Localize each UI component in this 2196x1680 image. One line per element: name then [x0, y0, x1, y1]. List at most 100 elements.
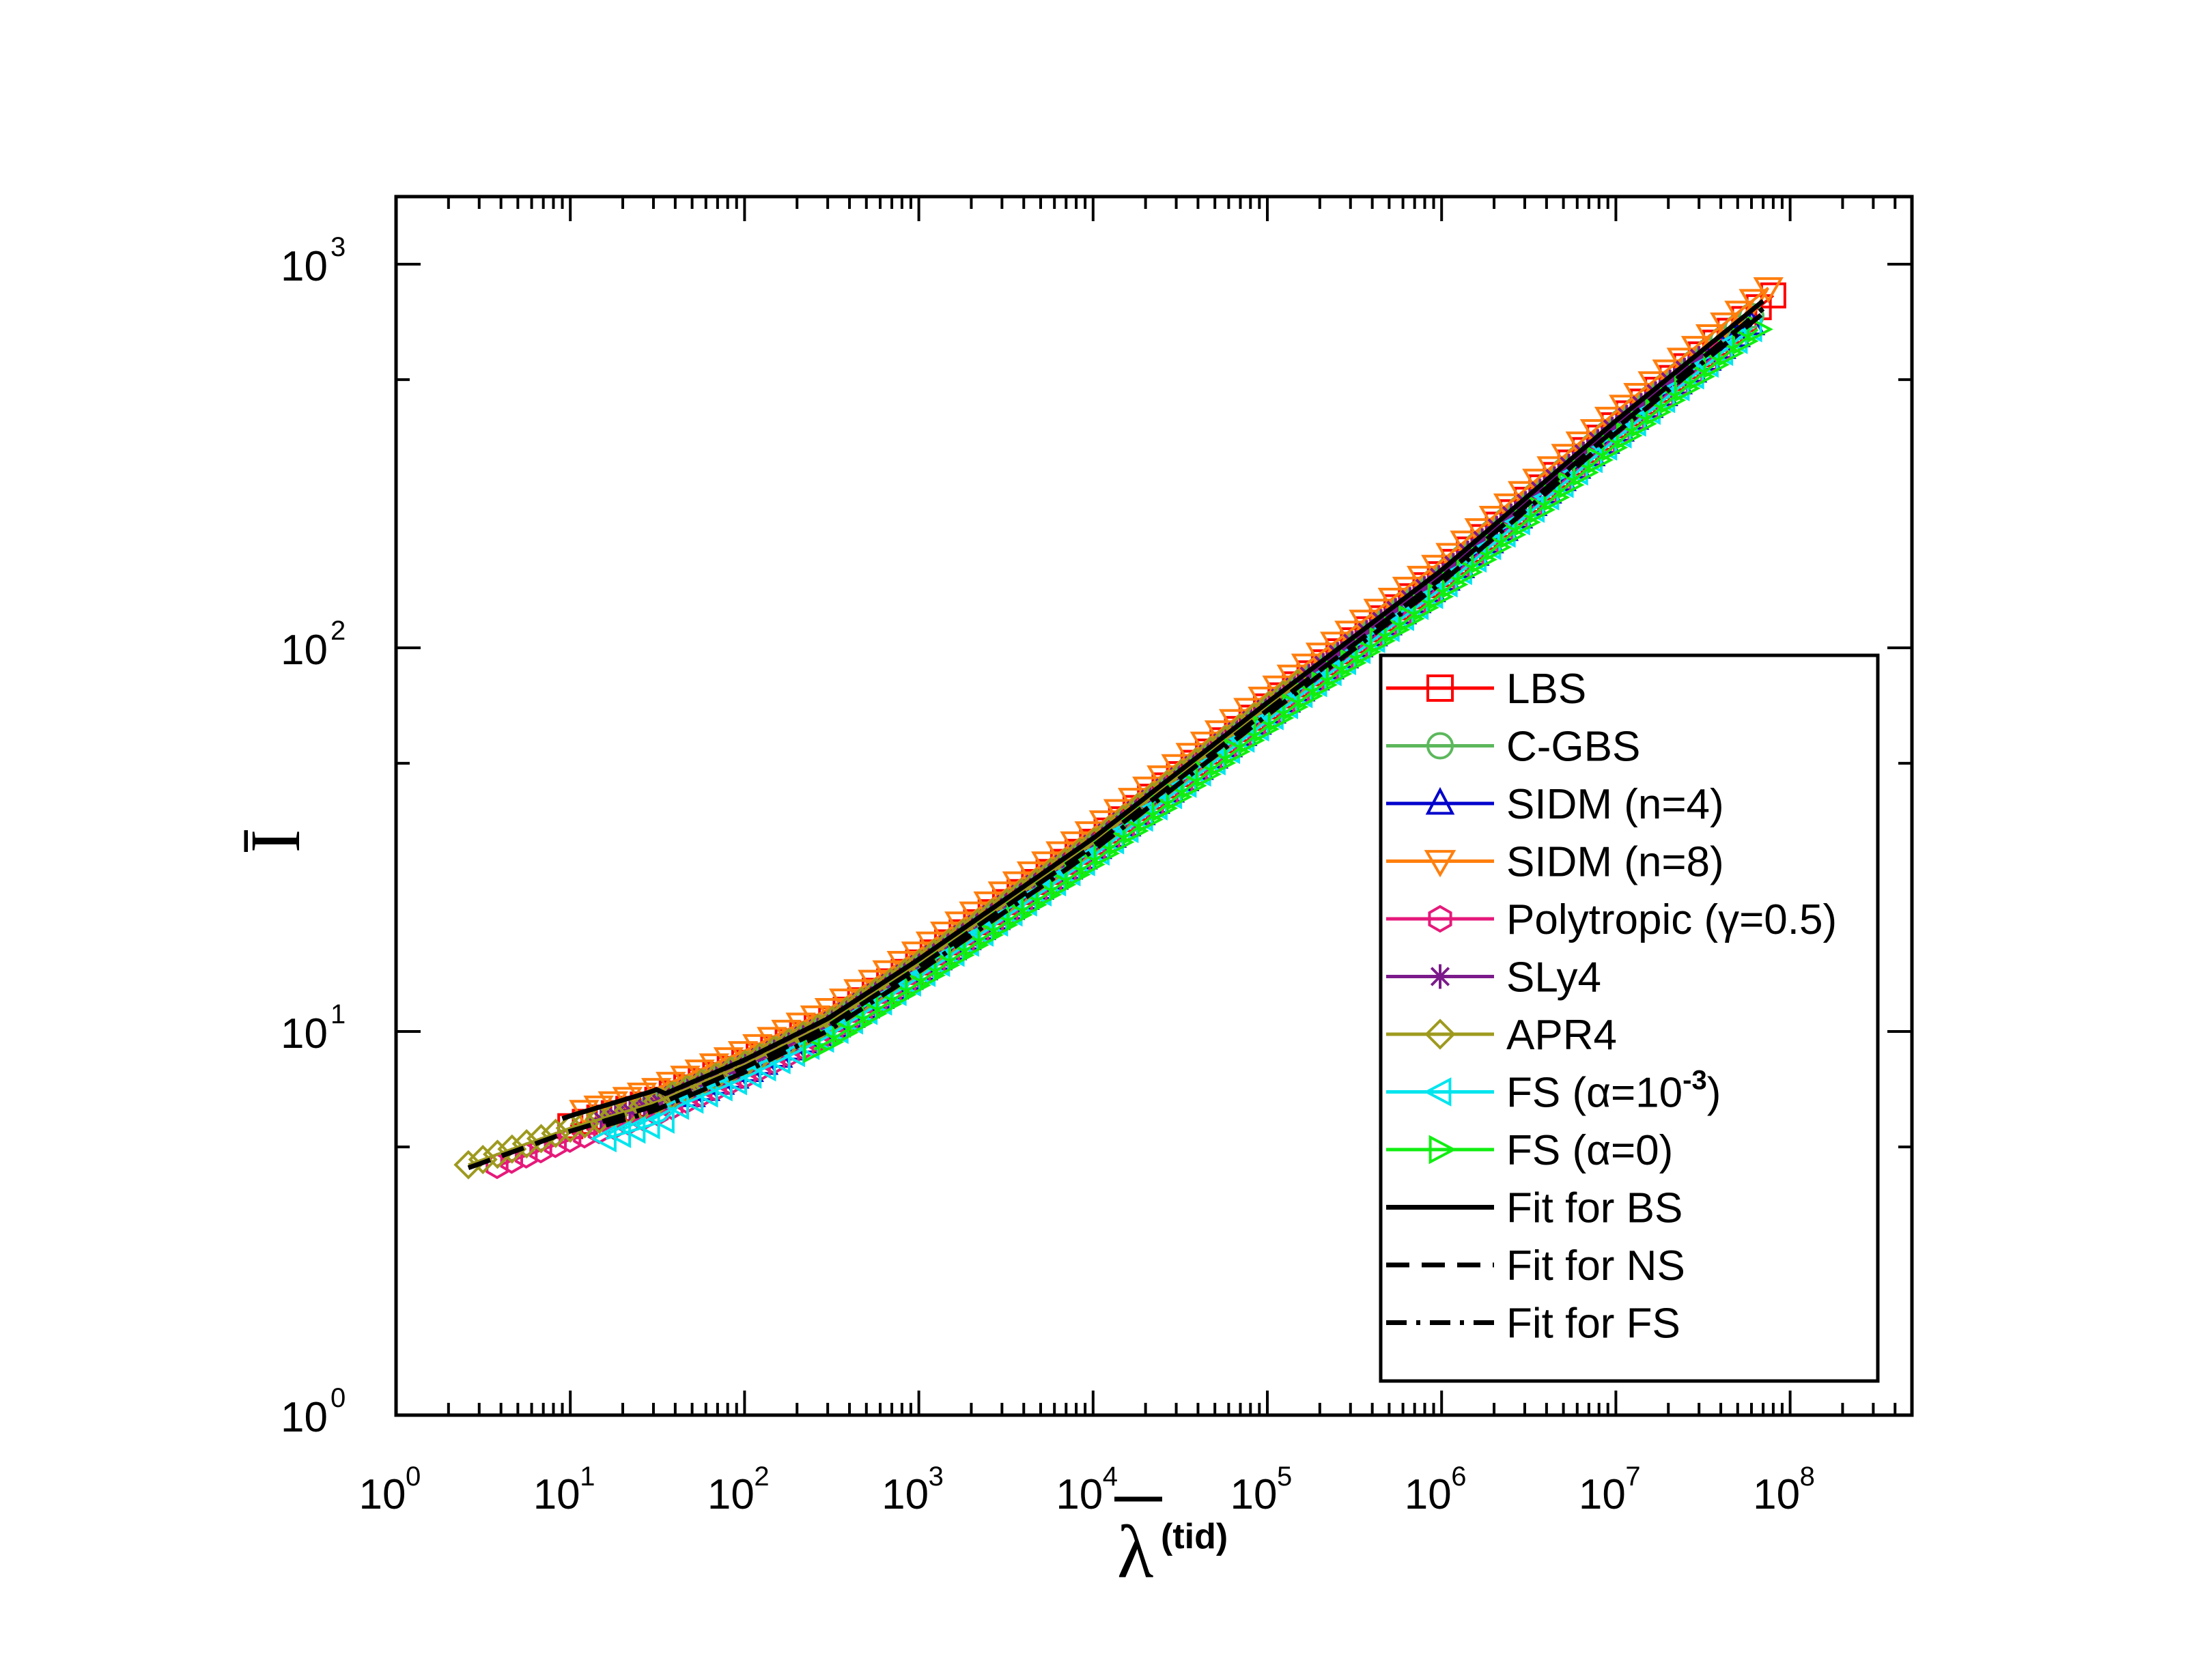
y-tick-label-base: 10 [281, 243, 328, 290]
data-point [817, 1028, 845, 1056]
data-point [905, 971, 931, 999]
legend-item: FS (α=10-3) [1386, 1066, 1721, 1117]
data-point [1195, 760, 1222, 788]
data-point [933, 951, 961, 980]
data-point [1123, 816, 1149, 845]
x-tick-label-base: 10 [1230, 1471, 1278, 1518]
data-point [1753, 277, 1784, 304]
data-point [555, 1113, 585, 1143]
x-tick-label-base: 10 [359, 1471, 406, 1518]
legend-label: LBS [1506, 666, 1586, 713]
x-tick-label-exp: 7 [1625, 1462, 1640, 1492]
data-point [453, 1150, 483, 1180]
data-point [1325, 659, 1353, 688]
data-point [1674, 374, 1701, 403]
data-point [1151, 794, 1179, 823]
data-point [713, 1047, 744, 1074]
star-stroke [1430, 967, 1450, 986]
legend-item: Fit for FS [1386, 1300, 1680, 1348]
data-point [634, 1111, 660, 1140]
legend-label-text: APR4 [1506, 1012, 1617, 1059]
y-tick-label-base: 10 [281, 1010, 328, 1057]
data-point [1050, 870, 1077, 899]
data-point [558, 1126, 582, 1153]
data-point [847, 1009, 873, 1038]
x-tick-label-base: 10 [1056, 1471, 1103, 1518]
legend-label-text: FS (α=10 [1506, 1070, 1683, 1117]
data-point [1543, 483, 1571, 511]
data-point [948, 941, 975, 969]
x-tick-label: 10 4 [1056, 1462, 1118, 1518]
data-point [526, 1124, 557, 1154]
data-point [497, 1134, 527, 1164]
data-point [861, 999, 888, 1028]
data-point [1282, 693, 1309, 721]
x-tick-label-base: 10 [533, 1471, 580, 1518]
x-tick-label-base: 10 [707, 1471, 755, 1518]
data-point [890, 980, 917, 1009]
data-point [1645, 398, 1672, 426]
data-point [1398, 604, 1425, 633]
y-tick-label-exp: 1 [330, 999, 346, 1029]
x-tick-label: 10 5 [1230, 1462, 1293, 1518]
data-point [1267, 704, 1295, 732]
data-point [1209, 749, 1237, 778]
legend-label: FS (α=0) [1506, 1127, 1673, 1174]
data-point [585, 1105, 615, 1135]
data-point [749, 1053, 776, 1082]
legend-item: SIDM (n=4) [1386, 781, 1724, 828]
data-point [1369, 627, 1396, 655]
data-point [1065, 860, 1091, 889]
x-axis-label-text: λ [1117, 1510, 1153, 1593]
data-point [1239, 726, 1265, 754]
data-point [1137, 806, 1164, 834]
legend-swatch-marker [1425, 786, 1455, 815]
legend-swatch-marker [1424, 1019, 1456, 1050]
legend-label-text: Fit for BS [1506, 1185, 1683, 1232]
legend-label-suffix: ) [1707, 1070, 1721, 1117]
legend-item: C-GBS [1386, 724, 1640, 771]
data-point [1166, 783, 1193, 811]
legend-label-text: Polytropic (γ=0.5) [1506, 896, 1837, 943]
data-point [735, 1061, 762, 1089]
data-point [706, 1073, 733, 1102]
legend-label: Fit for FS [1506, 1300, 1680, 1348]
y-tick-label-exp: 2 [330, 616, 346, 646]
data-point [963, 931, 989, 959]
data-point [1485, 533, 1512, 561]
x-tick-label-exp: 8 [1800, 1462, 1815, 1492]
legend-label: C-GBS [1506, 724, 1640, 771]
data-point [1383, 616, 1411, 644]
legend-label-text: Fit for NS [1506, 1242, 1685, 1290]
legend-swatch-marker [1426, 674, 1454, 702]
data-point [1573, 458, 1599, 487]
x-tick-label-base: 10 [1753, 1471, 1800, 1518]
data-point [1441, 570, 1469, 599]
x-tick-label-base: 10 [1405, 1471, 1452, 1518]
data-point [1079, 851, 1106, 879]
data-point [511, 1129, 541, 1159]
data-point [1311, 670, 1338, 699]
legend-items: LBS C-GBS SIDM (n=4) SIDM (n=8) Polytropic (… [1386, 666, 1837, 1348]
data-point [1340, 649, 1367, 677]
legend-label-text: SLy4 [1506, 954, 1601, 1001]
x-tick-label: 10 1 [533, 1462, 595, 1518]
x-tick-label-base: 10 [1579, 1471, 1626, 1518]
data-point [803, 1035, 830, 1064]
x-tick-label-exp: 4 [1103, 1462, 1118, 1492]
data-point [483, 1139, 513, 1169]
data-point [1659, 386, 1687, 414]
plot-frame [394, 195, 1914, 1417]
x-tick-labels: 10 0 10 1 10 2 10 3 10 4 10 5 10 6 10 7 10 8 [359, 1462, 1815, 1518]
legend-swatch-marker [1428, 964, 1452, 989]
data-point [468, 1145, 498, 1175]
legend-label-text: SIDM (n=4) [1506, 781, 1724, 828]
x-tick-label-exp: 3 [929, 1462, 944, 1492]
star-stroke [1342, 633, 1362, 652]
legend-label: FS (α=10-3) [1506, 1066, 1721, 1117]
legend-frame [1379, 653, 1880, 1383]
x-tick-label: 10 2 [707, 1462, 770, 1518]
data-point [1427, 582, 1454, 611]
data-point [1224, 737, 1251, 766]
